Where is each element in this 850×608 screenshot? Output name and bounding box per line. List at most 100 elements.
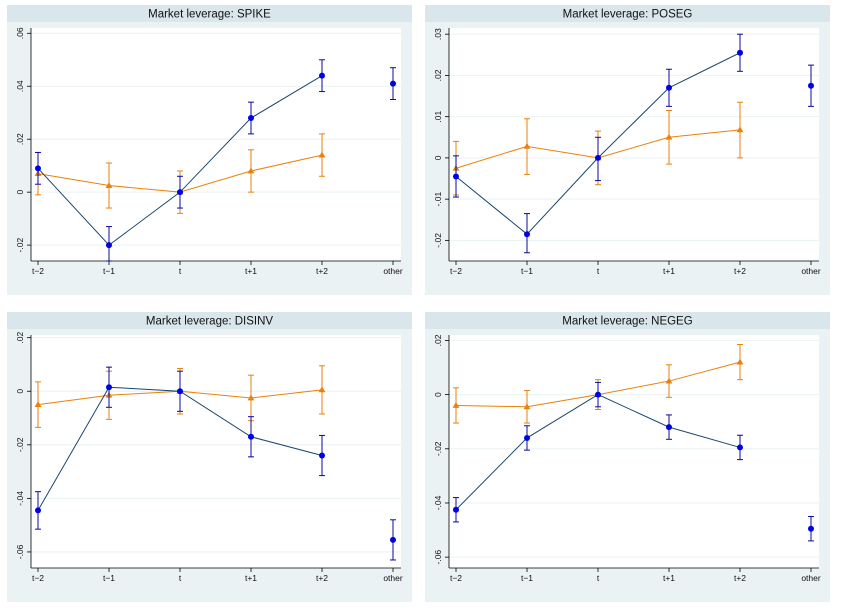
y-tick-label: -.02 <box>433 441 443 456</box>
series-blue <box>453 33 814 254</box>
data-point <box>736 358 744 365</box>
chart-title: Market leverage: DISINV <box>146 316 274 328</box>
y-tick-label: -.04 <box>433 495 443 510</box>
x-tick-label: t <box>179 266 182 276</box>
data-point <box>452 401 460 408</box>
y-tick-label: .04 <box>15 80 25 92</box>
data-point <box>35 165 41 172</box>
x-tick-label: t−2 <box>32 573 44 583</box>
title-bar <box>425 5 830 22</box>
x-tick-label: other <box>801 573 821 583</box>
x-tick-label: t−2 <box>32 266 44 276</box>
series-blue <box>35 59 396 262</box>
y-tick-label: -.06 <box>15 544 25 559</box>
y-tick-label: .03 <box>433 28 443 40</box>
plot-area <box>449 335 819 568</box>
data-point <box>737 444 743 451</box>
x-tick-label: t−2 <box>450 266 462 276</box>
data-point <box>248 115 254 122</box>
data-point <box>177 189 183 196</box>
title-bar <box>7 5 412 22</box>
data-point <box>247 167 255 174</box>
y-tick-label: 0 <box>433 155 443 160</box>
x-tick-label: t+2 <box>316 573 328 583</box>
x-tick-label: t+2 <box>734 573 746 583</box>
data-point <box>808 82 814 89</box>
chart-title: Market leverage: SPIKE <box>148 9 271 21</box>
data-point <box>523 142 531 149</box>
y-tick-label: .01 <box>433 110 443 122</box>
x-tick-label: t+1 <box>245 266 257 276</box>
y-tick-label: .02 <box>433 69 443 81</box>
y-tick-label: 0 <box>15 190 25 195</box>
data-point <box>248 433 254 440</box>
data-point <box>318 151 326 158</box>
y-tick-label: .02 <box>433 334 443 346</box>
data-point <box>453 506 459 513</box>
plot-area <box>31 28 401 261</box>
data-point <box>106 384 112 391</box>
data-point <box>247 394 255 401</box>
data-point <box>736 126 744 133</box>
y-tick-label: .02 <box>15 133 25 145</box>
x-tick-label: t+1 <box>245 573 257 583</box>
y-tick-label: -.06 <box>433 550 443 565</box>
data-point <box>390 80 396 87</box>
chart-panel-spike: Market leverage: SPIKE -.02 0 .02 .04 .06 t−2 t… <box>7 5 412 295</box>
x-tick-label: t+1 <box>663 573 675 583</box>
x-tick-label: t−1 <box>103 266 115 276</box>
x-tick-label: other <box>383 573 403 583</box>
data-point <box>35 507 41 514</box>
title-bar <box>425 312 830 329</box>
data-point <box>318 386 326 393</box>
data-point <box>453 173 459 180</box>
y-tick-label: -.02 <box>15 437 25 452</box>
data-point <box>666 424 672 431</box>
y-tick-label: .02 <box>15 332 25 344</box>
x-tick-label: t <box>597 573 600 583</box>
x-tick-label: t+2 <box>316 266 328 276</box>
x-tick-label: t−1 <box>521 573 533 583</box>
x-tick-label: t−2 <box>450 573 462 583</box>
data-point <box>808 525 814 532</box>
y-tick-label: 0 <box>15 389 25 394</box>
x-tick-label: other <box>801 266 821 276</box>
y-tick-label: -.02 <box>15 238 25 253</box>
data-point <box>737 49 743 56</box>
chart-panel-disinv: Market leverage: DISINV -.06 -.04 -.02 0 .02 t… <box>7 312 412 602</box>
x-tick-label: t−1 <box>103 573 115 583</box>
chart-svg: Market leverage: SPIKE -.02 0 .02 .04 .06 t−2 t… <box>7 5 412 295</box>
x-tick-label: t <box>597 266 600 276</box>
x-tick-label: t+1 <box>663 266 675 276</box>
data-point <box>665 133 673 140</box>
chart-title: Market leverage: POSEG <box>563 9 693 21</box>
chart-svg: Market leverage: NEGEG -.06 -.04 -.02 0 .02 t−… <box>425 312 830 602</box>
x-tick-label: t−1 <box>521 266 533 276</box>
data-point <box>390 536 396 543</box>
y-tick-label: -.04 <box>15 491 25 506</box>
y-tick-label: -.01 <box>433 192 443 207</box>
data-point <box>105 181 113 188</box>
data-point <box>106 242 112 249</box>
x-tick-label: other <box>383 266 403 276</box>
data-point <box>177 388 183 395</box>
data-point <box>524 231 530 238</box>
data-point <box>595 154 601 161</box>
plot-area <box>31 335 401 568</box>
plot-area <box>449 28 819 261</box>
title-bar <box>7 312 412 329</box>
x-tick-label: t <box>179 573 182 583</box>
data-point <box>319 72 325 79</box>
data-point <box>595 391 601 398</box>
y-tick-label: .06 <box>15 27 25 39</box>
series-blue <box>35 366 396 561</box>
data-point <box>524 434 530 441</box>
data-point <box>666 84 672 91</box>
chart-svg: Market leverage: DISINV -.06 -.04 -.02 0 .02 t… <box>7 312 412 602</box>
chart-svg: Market leverage: POSEG -.02 -.01 0 .01 .02 .03… <box>425 5 830 295</box>
data-point <box>665 377 673 384</box>
chart-title: Market leverage: NEGEG <box>562 316 692 328</box>
y-tick-label: -.02 <box>433 233 443 248</box>
chart-panel-poseg: Market leverage: POSEG -.02 -.01 0 .01 .02 .03… <box>425 5 830 295</box>
y-tick-label: 0 <box>433 392 443 397</box>
